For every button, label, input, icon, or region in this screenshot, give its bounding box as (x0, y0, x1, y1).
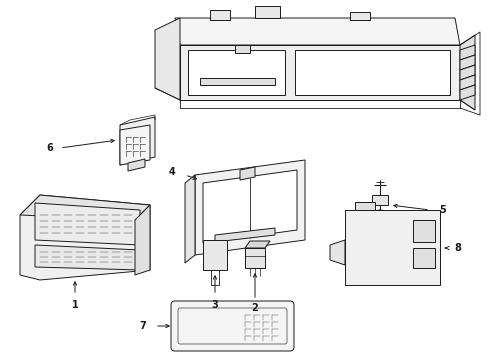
Polygon shape (413, 220, 435, 242)
Polygon shape (200, 78, 275, 85)
Circle shape (363, 238, 391, 266)
Polygon shape (188, 50, 285, 95)
Polygon shape (175, 18, 460, 45)
Text: 3: 3 (212, 300, 219, 310)
Polygon shape (35, 245, 140, 270)
Circle shape (349, 224, 405, 280)
Polygon shape (203, 240, 227, 270)
Text: 1: 1 (72, 300, 78, 310)
Polygon shape (235, 45, 250, 53)
Polygon shape (372, 195, 388, 205)
Text: 6: 6 (47, 143, 53, 153)
FancyBboxPatch shape (171, 301, 294, 351)
Circle shape (352, 220, 362, 230)
Polygon shape (245, 241, 270, 248)
Polygon shape (413, 248, 435, 268)
Polygon shape (345, 210, 440, 285)
Polygon shape (120, 125, 150, 165)
Polygon shape (20, 195, 150, 220)
Polygon shape (240, 167, 255, 180)
Polygon shape (460, 75, 475, 90)
Polygon shape (210, 10, 230, 20)
Text: 7: 7 (140, 321, 147, 331)
Polygon shape (203, 170, 297, 243)
Polygon shape (20, 195, 150, 280)
Polygon shape (180, 45, 460, 100)
Polygon shape (355, 202, 375, 210)
Polygon shape (460, 85, 475, 100)
Polygon shape (35, 203, 140, 245)
Polygon shape (245, 248, 265, 268)
Circle shape (366, 218, 374, 226)
Polygon shape (128, 159, 145, 171)
Polygon shape (120, 117, 155, 165)
Polygon shape (460, 65, 475, 80)
Polygon shape (460, 55, 475, 70)
Polygon shape (215, 228, 275, 242)
Polygon shape (330, 240, 345, 265)
Text: 8: 8 (455, 243, 462, 253)
Polygon shape (155, 18, 180, 100)
Polygon shape (135, 205, 150, 275)
Circle shape (372, 210, 388, 226)
Polygon shape (350, 12, 370, 20)
Polygon shape (195, 160, 305, 255)
Polygon shape (185, 175, 195, 263)
Circle shape (376, 214, 384, 222)
Polygon shape (460, 35, 475, 110)
Polygon shape (295, 50, 450, 95)
Polygon shape (255, 6, 280, 18)
Text: 2: 2 (252, 303, 258, 313)
Polygon shape (460, 45, 475, 60)
Text: 5: 5 (440, 205, 446, 215)
Circle shape (203, 228, 227, 252)
Text: 4: 4 (169, 167, 175, 177)
